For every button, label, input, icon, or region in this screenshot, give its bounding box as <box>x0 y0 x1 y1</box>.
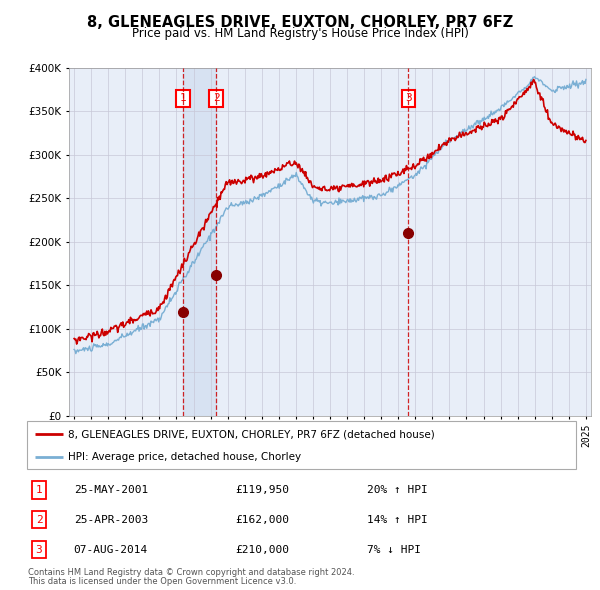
Text: 25-MAY-2001: 25-MAY-2001 <box>74 485 148 495</box>
Text: 8, GLENEAGLES DRIVE, EUXTON, CHORLEY, PR7 6FZ (detached house): 8, GLENEAGLES DRIVE, EUXTON, CHORLEY, PR… <box>68 429 435 439</box>
Text: £162,000: £162,000 <box>236 515 290 525</box>
Text: Contains HM Land Registry data © Crown copyright and database right 2024.: Contains HM Land Registry data © Crown c… <box>28 568 355 577</box>
Text: 25-APR-2003: 25-APR-2003 <box>74 515 148 525</box>
Text: 7% ↓ HPI: 7% ↓ HPI <box>367 545 421 555</box>
Text: Price paid vs. HM Land Registry's House Price Index (HPI): Price paid vs. HM Land Registry's House … <box>131 27 469 40</box>
Bar <box>183 68 216 416</box>
Text: 3: 3 <box>405 93 412 103</box>
Text: 2: 2 <box>36 515 43 525</box>
Text: 1: 1 <box>180 93 187 103</box>
FancyBboxPatch shape <box>27 421 576 469</box>
Text: £119,950: £119,950 <box>236 485 290 495</box>
Text: 1: 1 <box>36 485 43 495</box>
Text: This data is licensed under the Open Government Licence v3.0.: This data is licensed under the Open Gov… <box>28 577 296 586</box>
Text: 3: 3 <box>36 545 43 555</box>
Text: 07-AUG-2014: 07-AUG-2014 <box>74 545 148 555</box>
Text: 8, GLENEAGLES DRIVE, EUXTON, CHORLEY, PR7 6FZ: 8, GLENEAGLES DRIVE, EUXTON, CHORLEY, PR… <box>87 15 513 30</box>
Text: 14% ↑ HPI: 14% ↑ HPI <box>367 515 428 525</box>
Text: £210,000: £210,000 <box>236 545 290 555</box>
Text: HPI: Average price, detached house, Chorley: HPI: Average price, detached house, Chor… <box>68 452 301 462</box>
Text: 20% ↑ HPI: 20% ↑ HPI <box>367 485 428 495</box>
Text: 2: 2 <box>212 93 220 103</box>
